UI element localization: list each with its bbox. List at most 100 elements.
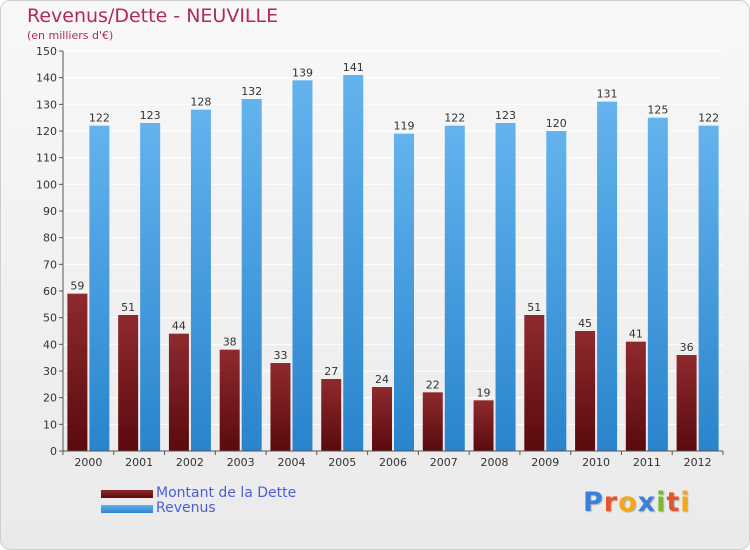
legend-label-revenus: Revenus (156, 500, 216, 516)
bar-revenus (444, 125, 465, 452)
bar-dette (676, 355, 697, 451)
bar-dette (67, 293, 88, 451)
value-label-dette: 24 (375, 373, 389, 386)
value-label-revenus: 131 (597, 88, 618, 101)
logo-letter: i (680, 487, 691, 518)
y-tick-label: 110 (36, 152, 57, 165)
bar-dette (321, 379, 342, 451)
bar-revenus (647, 117, 668, 452)
legend-swatch-dette (101, 490, 153, 498)
x-tick-label: 2009 (531, 456, 559, 469)
value-label-dette: 51 (527, 301, 541, 314)
logo-letter: x (637, 487, 657, 518)
bar-revenus (597, 101, 618, 452)
value-label-dette: 51 (121, 301, 135, 314)
value-label-revenus: 123 (495, 109, 516, 122)
logo-letter: P (583, 487, 604, 518)
x-tick-label: 2000 (74, 456, 102, 469)
x-tick-label: 2001 (125, 456, 153, 469)
axis-layer: 0 10 20 30 40 50 60 70 80 90 100 110 120 130 140 150 200… (36, 45, 724, 469)
value-label-dette: 41 (629, 328, 643, 341)
y-tick-label: 60 (43, 285, 57, 298)
bar-revenus (343, 75, 364, 451)
grid-layer (63, 50, 723, 425)
x-tick-label: 2003 (227, 456, 255, 469)
y-tick-label: 120 (36, 125, 57, 138)
x-tick-label: 2007 (430, 456, 458, 469)
logo-letter: r (603, 487, 619, 518)
legend-label-dette: Montant de la Dette (156, 485, 297, 501)
y-tick-label: 100 (36, 178, 57, 191)
bar-revenus (292, 80, 313, 451)
logo-letter: i (656, 487, 667, 518)
value-label-dette: 36 (680, 341, 694, 354)
chart-title: Revenus/Dette - NEUVILLE (27, 5, 279, 27)
labels-layer: 59 122 51 123 44 128 38 132 33 139 27 141 24 119 22 122… (70, 61, 719, 399)
bar-revenus (546, 131, 567, 451)
bar-dette (575, 331, 596, 451)
y-tick-label: 40 (43, 338, 57, 351)
y-tick-label: 130 (36, 98, 57, 111)
y-tick-label: 90 (43, 205, 57, 218)
bar-revenus (495, 123, 516, 451)
bar-dette (524, 315, 545, 451)
bar-dette (372, 387, 392, 451)
x-tick-label: 2012 (684, 456, 712, 469)
bars-layer (67, 75, 719, 452)
bar-revenus (190, 109, 211, 452)
y-tick-label: 50 (43, 312, 57, 325)
y-tick-label: 0 (50, 445, 57, 458)
y-tick-label: 30 (43, 365, 57, 378)
y-tick-label: 80 (43, 232, 57, 245)
value-label-dette: 44 (172, 320, 186, 333)
bar-revenus (241, 99, 262, 451)
bar-dette (168, 333, 189, 451)
value-label-dette: 45 (578, 317, 592, 330)
bar-dette (422, 392, 443, 451)
x-tick-label: 2008 (481, 456, 509, 469)
chart-subtitle: (en milliers d'€) (27, 29, 114, 42)
bar-dette (473, 400, 494, 451)
bar-dette (270, 363, 291, 451)
value-label-revenus: 120 (546, 117, 567, 130)
x-tick-label: 2005 (328, 456, 356, 469)
logo-letter: o (618, 487, 638, 518)
x-tick-label: 2004 (277, 456, 305, 469)
y-tick-label: 10 (43, 418, 57, 431)
value-label-revenus: 119 (394, 120, 415, 133)
bar-revenus (394, 133, 414, 451)
value-label-revenus: 123 (140, 109, 161, 122)
value-label-revenus: 141 (343, 61, 364, 74)
value-label-dette: 38 (223, 336, 237, 349)
value-label-dette: 22 (426, 378, 440, 391)
value-label-revenus: 128 (190, 96, 211, 109)
value-label-dette: 33 (273, 349, 287, 362)
bar-revenus (140, 123, 161, 451)
x-tick-label: 2006 (379, 456, 407, 469)
x-tick-label: 2002 (176, 456, 204, 469)
x-tick-label: 2010 (582, 456, 610, 469)
value-label-revenus: 122 (444, 112, 465, 125)
value-label-revenus: 139 (292, 66, 313, 79)
bar-revenus (698, 125, 719, 452)
value-label-revenus: 132 (241, 85, 262, 98)
proxiti-logo: Proxiti (583, 487, 691, 518)
value-label-revenus: 125 (647, 104, 668, 117)
y-tick-label: 70 (43, 258, 57, 271)
value-label-revenus: 122 (89, 112, 110, 125)
y-tick-label: 140 (36, 72, 57, 85)
value-label-dette: 19 (477, 386, 491, 399)
bar-dette (219, 349, 240, 451)
y-tick-label: 20 (43, 392, 57, 405)
value-label-dette: 59 (70, 280, 84, 293)
bar-dette (118, 315, 139, 451)
value-label-revenus: 122 (698, 112, 719, 125)
y-tick-label: 150 (36, 45, 57, 58)
bar-dette (625, 341, 646, 451)
x-tick-label: 2011 (633, 456, 661, 469)
legend-swatch-revenus (101, 505, 153, 513)
bar-revenus (89, 125, 110, 452)
logo-letter: t (666, 487, 681, 518)
